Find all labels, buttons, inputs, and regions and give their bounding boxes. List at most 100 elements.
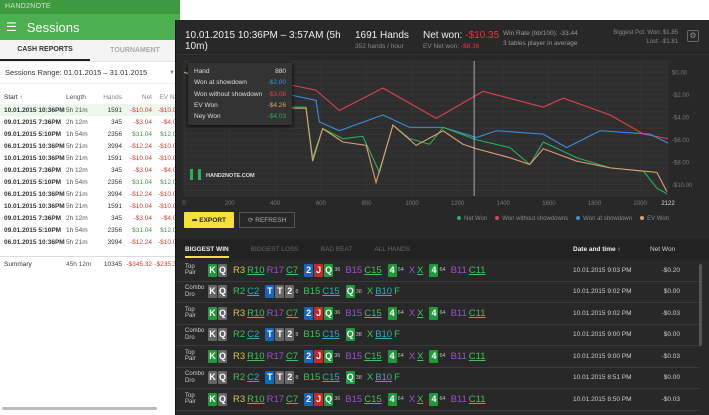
action: R2	[233, 372, 246, 384]
hand-net-won: $0.00	[663, 331, 680, 339]
hand-row[interactable]: Combo Dro K Q R2 C2 T T 2 8 B15 C15 Q 38 X B10 F 10.01.20…	[176, 368, 700, 389]
ev-net-label: EV Net won:	[423, 43, 460, 50]
legend-item[interactable]: EV Won	[640, 216, 669, 222]
hand-row[interactable]: Top Pair K Q R3 R10 R17 C7 2 J Q 36 B15 C15 4 64 X X 4 64 B1…	[176, 303, 700, 325]
legend-item[interactable]: Net Won	[457, 216, 487, 222]
session-cell: -$4.04	[161, 166, 180, 174]
legend-item[interactable]: Won at showdown	[576, 216, 632, 222]
session-cell: 09.01.2015 5:10PM	[4, 226, 62, 234]
session-row[interactable]: 09.01.2015 7:36PM 2h 12m 345 -$3.04 -$4.04	[0, 116, 180, 128]
session-row[interactable]: 06.01.2015 10:36PM 5h 21m 3994 -$12.24 -$10.…	[0, 188, 180, 200]
legend-item[interactable]: Won without showdowns	[495, 216, 568, 222]
session-row[interactable]: 09.01.2015 5:10PM 1h 54m 2356 $31.04 $12.04	[0, 176, 180, 188]
tooltip-label: Hand	[194, 68, 210, 76]
session-cell: $12.04	[160, 130, 180, 138]
hand-row[interactable]: Top Pair K Q R3 R10 R17 C7 2 J Q 36 B15 C15 4 64 X X 4 64 B1…	[176, 260, 700, 282]
card: K	[208, 392, 217, 406]
action: B11	[450, 264, 467, 276]
tab-bad-beat[interactable]: BAD BEAT	[320, 245, 353, 253]
tooltip-label: Won without showdown	[194, 90, 263, 98]
horizontal-scrollbar[interactable]	[2, 407, 157, 410]
session-row[interactable]: 06.01.2015 10:36PM 5h 21m 3994 -$12.24 -$10.…	[0, 140, 180, 152]
tooltip-row: Ney Won -$4.03	[194, 111, 286, 122]
sessions-range-select[interactable]: Sessions Range: 01.01.2015 – 31.01.2015 …	[0, 62, 180, 84]
hand-date: 10.01.2015 9:02 PM	[573, 288, 632, 296]
action: C15	[364, 264, 382, 276]
session-cell: 3994	[107, 190, 122, 198]
x-tick-label: 200	[225, 201, 236, 207]
tab-cash-reports[interactable]: CASH REPORTS	[0, 40, 90, 61]
action: X	[366, 372, 374, 384]
menu-icon[interactable]: ☰	[6, 20, 17, 34]
range-label: Sessions Range:	[5, 68, 62, 77]
x-tick-label: 1800	[588, 201, 602, 207]
session-cell: -$12.24	[129, 190, 152, 198]
action: R3	[233, 393, 246, 405]
hand-row[interactable]: Top Pair K Q R3 R10 R17 C7 2 J Q 36 B15 C15 4 64 X X 4 64 B1…	[176, 346, 700, 368]
action: F	[394, 329, 400, 341]
x-tick-label: 800	[361, 201, 372, 207]
settings-gear-icon[interactable]: ⚙	[687, 30, 699, 42]
session-cell: 09.01.2015 7:36PM	[4, 214, 62, 222]
column-header[interactable]: Length	[66, 93, 86, 101]
card: Q	[324, 349, 334, 363]
session-row[interactable]: 09.01.2015 5:10PM 1h 54m 2356 $31.04 $12.04	[0, 128, 180, 140]
card: K	[208, 371, 217, 385]
export-label: EXPORT	[199, 217, 226, 224]
hand-label-line: Top	[185, 263, 195, 270]
action: X	[417, 307, 424, 319]
action: C2	[247, 286, 260, 298]
session-cell: 1591	[107, 106, 122, 114]
hand-row[interactable]: Top Pair K Q R3 R10 R17 C7 2 J Q 36 B15 C15 4 64 X X 4 64 B1…	[176, 389, 700, 411]
action: C15	[322, 329, 340, 341]
export-button[interactable]: ➦ EXPORT	[184, 212, 234, 228]
pot-size: 64	[439, 267, 446, 274]
hand-net-won: -$0.20	[661, 266, 680, 274]
session-cell: $31.04	[132, 178, 152, 186]
session-cell: 345	[111, 166, 122, 174]
net-won-column-header[interactable]: Net Won	[650, 245, 676, 253]
column-header[interactable]: Net	[141, 93, 152, 101]
session-cell: 09.01.2015 7:36PM	[4, 118, 62, 126]
card: 2	[304, 263, 314, 277]
session-row[interactable]: 09.01.2015 7:36PM 2h 12m 345 -$3.04 -$4.04	[0, 212, 180, 224]
action: B10	[375, 329, 393, 341]
x-tick-label: 1400	[497, 201, 511, 207]
hand-net-won: -$0.03	[661, 352, 680, 360]
tooltip-value: -$2.00	[267, 79, 286, 87]
refresh-button[interactable]: ⟳ REFRESH	[239, 212, 296, 228]
pot-size: 36	[334, 267, 341, 274]
action: X	[366, 329, 374, 341]
summary-cell: 45h 12m	[66, 261, 92, 268]
tab-tournament[interactable]: TOURNAMENT	[110, 47, 160, 54]
pot-size: 64	[397, 267, 404, 274]
session-row[interactable]: 06.01.2015 10:36PM 5h 21m 3994 -$12.24 -$10.…	[0, 236, 180, 248]
vertical-scrollbar[interactable]	[699, 264, 702, 346]
column-header[interactable]: EV Net	[159, 93, 180, 101]
hand-label-line: Combo	[185, 371, 205, 378]
action: X	[408, 350, 416, 362]
session-row[interactable]: 09.01.2015 7:36PM 2h 12m 345 -$3.04 -$4.04	[0, 164, 180, 176]
chart-tooltip: Hand 880 Won at showdown -$2.00 Won without …	[188, 63, 292, 125]
card: 2	[285, 371, 295, 385]
session-row[interactable]: 10.01.2015 10:36PM 5h 21m 1591 -$10.04 -$10.…	[0, 152, 180, 164]
ev-net-value: -$8.36	[460, 43, 480, 50]
hand-net-won: -$0.03	[661, 309, 680, 317]
tab-biggest-win[interactable]: BIGGEST WIN	[185, 246, 229, 258]
column-header[interactable]: Start ↑	[4, 93, 23, 101]
session-row[interactable]: 10.01.2015 10:36PM 5h 21m 1591 -$10.04 -$10.…	[0, 200, 180, 212]
date-column-header[interactable]: Date and time ↑	[573, 245, 621, 253]
hand-row[interactable]: Combo Dro K Q R2 C2 T T 2 8 B15 C15 Q 38 X B10 F 10.01.20…	[176, 325, 700, 346]
session-cell: 09.01.2015 7:36PM	[4, 166, 62, 174]
card: J	[314, 306, 324, 320]
session-row[interactable]: 09.01.2015 5:10PM 1h 54m 2356 $31.04 $12.04	[0, 224, 180, 236]
card: J	[314, 349, 324, 363]
hand-net-won: $0.00	[663, 374, 680, 382]
column-header[interactable]: Hands	[103, 93, 122, 101]
session-row[interactable]: 10.01.2015 10:36PM 5h 21m 1591 -$10.04 -$10.…	[0, 104, 180, 116]
tab-biggest-loss[interactable]: BIGGEST LOSS	[250, 245, 299, 253]
summary-cell: -$345.32	[126, 261, 152, 268]
tab-all-hands[interactable]: ALL HANDS	[374, 245, 411, 253]
hand-row[interactable]: Combo Dro K Q R2 C2 T T 2 8 B15 C15 Q 38 X B10 F 10.01.20…	[176, 282, 700, 303]
legend-label: Net Won	[464, 216, 488, 222]
